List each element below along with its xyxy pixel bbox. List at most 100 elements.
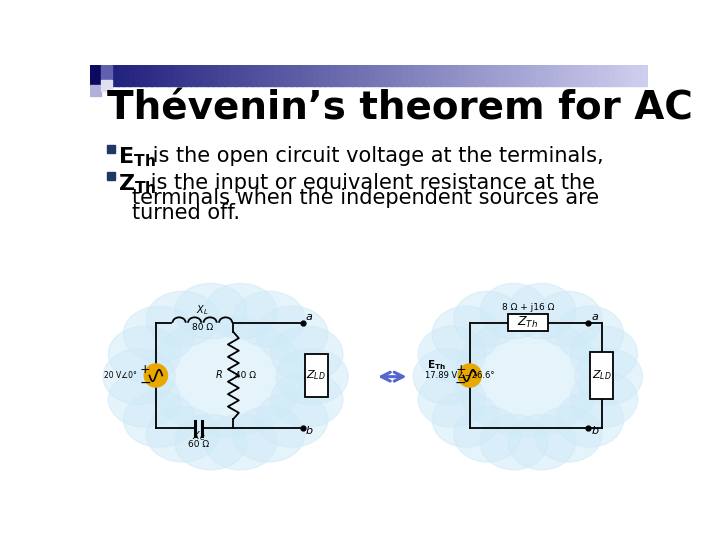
Bar <box>96 65 102 86</box>
Ellipse shape <box>418 326 485 382</box>
Text: R: R <box>216 370 222 381</box>
Bar <box>135 65 141 86</box>
Bar <box>498 65 504 86</box>
Bar <box>392 65 397 86</box>
Text: turned off.: turned off. <box>132 204 240 224</box>
Ellipse shape <box>480 284 547 339</box>
Bar <box>101 65 107 86</box>
Bar <box>302 65 308 86</box>
Bar <box>118 65 125 86</box>
Bar <box>631 65 638 86</box>
Bar <box>163 65 169 86</box>
Ellipse shape <box>454 291 521 347</box>
Bar <box>459 65 464 86</box>
Bar <box>124 65 130 86</box>
Text: $\mathbf{E}_{\mathbf{Th}}$: $\mathbf{E}_{\mathbf{Th}}$ <box>118 146 156 169</box>
FancyArrowPatch shape <box>382 372 403 381</box>
Bar <box>263 65 269 86</box>
Ellipse shape <box>570 326 638 382</box>
Bar <box>486 65 492 86</box>
Bar <box>642 65 649 86</box>
Ellipse shape <box>432 392 500 447</box>
Text: $X_C$: $X_C$ <box>192 429 205 443</box>
Text: $\mathbf{Z}_{\mathbf{Th}}$: $\mathbf{Z}_{\mathbf{Th}}$ <box>118 173 157 196</box>
Text: −: − <box>139 375 150 389</box>
Text: a: a <box>591 313 598 322</box>
Text: −: − <box>454 375 467 389</box>
Bar <box>101 80 112 91</box>
Bar <box>101 65 112 80</box>
Text: Thévenin’s theorem for AC: Thévenin’s theorem for AC <box>107 90 693 127</box>
Bar <box>419 65 426 86</box>
Bar <box>285 65 292 86</box>
Ellipse shape <box>508 284 575 339</box>
Bar <box>536 65 543 86</box>
Bar <box>581 65 588 86</box>
Ellipse shape <box>413 349 481 404</box>
Bar <box>224 65 230 86</box>
Ellipse shape <box>108 372 181 427</box>
Bar <box>151 65 158 86</box>
Bar <box>297 65 303 86</box>
Bar <box>246 65 253 86</box>
Bar <box>269 65 275 86</box>
Bar <box>587 65 593 86</box>
FancyBboxPatch shape <box>508 314 548 331</box>
Bar <box>380 65 387 86</box>
Bar <box>637 65 643 86</box>
Ellipse shape <box>454 407 521 462</box>
Bar <box>307 65 314 86</box>
Bar <box>174 65 180 86</box>
Bar <box>464 65 470 86</box>
Bar <box>313 65 320 86</box>
Ellipse shape <box>103 349 175 404</box>
Bar <box>190 65 197 86</box>
Bar <box>112 65 119 86</box>
Ellipse shape <box>570 372 638 427</box>
Bar <box>218 65 225 86</box>
Bar <box>145 65 152 86</box>
Bar <box>475 65 482 86</box>
Bar <box>235 65 241 86</box>
Bar <box>503 65 509 86</box>
Bar <box>397 65 403 86</box>
Text: $Z_{Th}$: $Z_{Th}$ <box>517 315 539 330</box>
Bar <box>324 65 330 86</box>
Bar <box>575 65 582 86</box>
Circle shape <box>144 364 168 387</box>
Bar <box>570 65 576 86</box>
Bar <box>252 65 258 86</box>
Bar <box>358 65 364 86</box>
Ellipse shape <box>535 407 602 462</box>
Ellipse shape <box>535 291 602 347</box>
Bar <box>107 65 113 86</box>
Text: $X_L$: $X_L$ <box>196 303 209 318</box>
Text: $\mathbf{E}_{\mathbf{Th}}$: $\mathbf{E}_{\mathbf{Th}}$ <box>427 358 446 372</box>
Ellipse shape <box>233 291 305 347</box>
Bar <box>258 65 264 86</box>
Ellipse shape <box>271 326 343 382</box>
Bar <box>441 65 448 86</box>
Bar <box>598 65 604 86</box>
Text: $Z_{LD}$: $Z_{LD}$ <box>307 369 326 382</box>
Bar <box>620 65 626 86</box>
Bar <box>336 65 342 86</box>
Bar <box>213 65 219 86</box>
Bar <box>603 65 610 86</box>
Text: 40 Ω: 40 Ω <box>235 371 256 380</box>
Bar <box>609 65 616 86</box>
Bar <box>564 65 571 86</box>
Text: +: + <box>455 363 466 376</box>
Ellipse shape <box>123 306 195 362</box>
Text: terminals when the independent sources are: terminals when the independent sources a… <box>132 188 599 208</box>
Bar <box>453 65 459 86</box>
Bar <box>374 65 381 86</box>
Bar <box>469 65 476 86</box>
Ellipse shape <box>480 414 547 470</box>
Ellipse shape <box>256 392 328 447</box>
Ellipse shape <box>276 349 348 404</box>
Ellipse shape <box>146 291 218 347</box>
Text: 8 Ω + j16 Ω: 8 Ω + j16 Ω <box>502 303 554 313</box>
Bar <box>140 65 147 86</box>
Bar <box>553 65 559 86</box>
